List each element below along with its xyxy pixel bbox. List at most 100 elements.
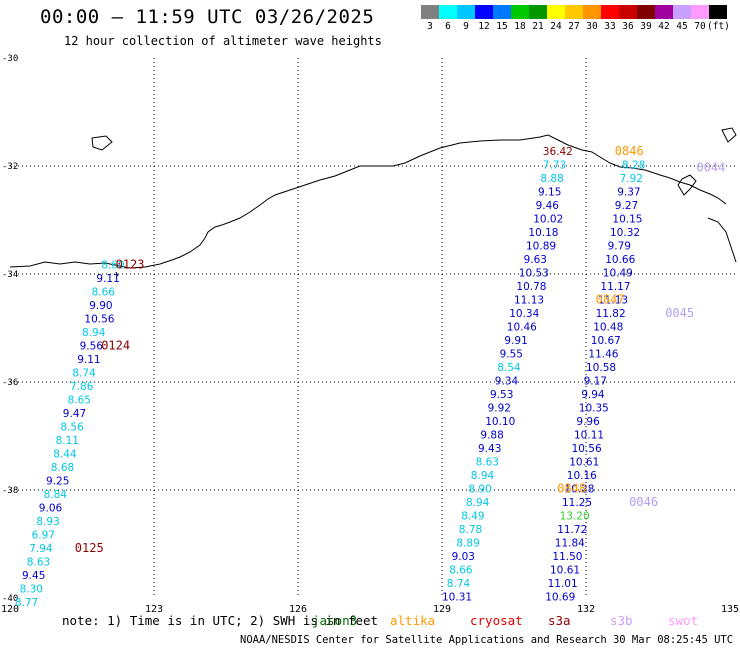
wave-height-value: 11.01 [548,578,578,590]
wave-height-value: 11.72 [557,524,587,536]
wave-height-value: 7.86 [70,381,94,393]
wave-height-value: 8.74 [72,368,96,380]
colorbar-swatch [655,5,673,19]
page-subtitle: 12 hour collection of altimeter wave hei… [64,34,382,48]
wave-height-value: 8.49 [461,511,484,523]
wave-height-value: 10.16 [567,470,597,482]
colorbar-swatch [637,5,655,19]
wave-height-value: 10.46 [507,322,537,334]
colorbar-swatch [565,5,583,19]
colorbar-swatch [457,5,475,19]
wave-height-value: 9.06 [39,503,63,515]
lat-tick-label: -32 [2,162,18,172]
wave-height-value: 8.54 [497,362,521,374]
note-prefix: note: 1) Time is in UTC; 2) SWH is in fe… [62,613,379,628]
lat-tick-label: -36 [2,378,18,388]
wave-height-value: 10.49 [603,268,633,280]
colorbar-swatch [547,5,565,19]
wave-height-value: 8.89 [456,538,479,550]
pass-time-label: 0045 [665,306,694,320]
wave-height-value: 10.18 [528,227,558,239]
colorbar-label: 24 [550,21,562,32]
colorbar-swatch [583,5,601,19]
wave-height-value: 36.42 [543,146,573,158]
wave-height-value: 9.47 [63,408,86,420]
wave-height-value: 9.34 [495,376,519,388]
lat-lon-grid: 120 123 126 129 132 135 -30 -32 -34 -36 -38 -40 [1,54,739,615]
lat-tick-label: -34 [2,270,18,280]
wave-height-value: 8.63 [27,557,50,569]
wave-height-value: 10.32 [610,227,640,239]
wave-height-value: 8.90 [468,484,491,496]
colorbar-swatch [619,5,637,19]
wave-height-value: 10.69 [545,592,575,604]
satellite-legend-cryosat: cryosat [470,613,523,628]
wave-height-value: 10.56 [84,314,114,326]
south-australia-coastline [9,127,737,277]
wave-height-value: 8.66 [92,287,116,299]
satellite-tracks: 8.609.118.669.9010.568.949.569.118.747.8… [15,146,646,609]
colorbar-label: 39 [640,21,652,32]
wave-height-value: 9.46 [536,200,560,212]
satellite-legend-s3a: s3a [548,613,571,628]
colorbar-label: 6 [445,21,451,32]
colorbar-label: 21 [532,21,544,32]
wave-height-value: 9.96 [576,416,600,428]
pass-time-label: 0124 [101,339,130,353]
wave-height-value: 8.11 [56,435,79,447]
wave-height-value: 8.84 [44,489,68,501]
colorbar-label: 45 [676,21,688,32]
wave-height-value: 9.11 [96,273,119,285]
colorbar-label: 70 [694,21,706,32]
wave-height-value: 11.13 [598,295,628,307]
wave-height-value: 9.11 [77,354,100,366]
colorbar-label: 33 [604,21,616,32]
wave-height-value: 10.58 [586,362,616,374]
colorbar-swatch [421,5,439,19]
colorbar-label: 12 [478,21,490,32]
wave-height-value: 8.56 [60,422,84,434]
wave-height-value: 11.84 [555,538,585,550]
colorbar-label: 18 [514,21,526,32]
wave-height-value: 10.89 [526,241,556,253]
wave-height-value: 10.28 [564,484,594,496]
satellite-legend-altika: altika [390,613,436,628]
wave-height-value: 7.92 [620,173,643,185]
lon-tick-label: 135 [721,604,739,615]
colorbar-swatch [439,5,457,19]
wave-height-value: 9.15 [538,187,561,199]
wave-height-value: 8.65 [68,395,91,407]
wave-height-value: 9.43 [478,443,501,455]
wave-height-colorbar [421,5,727,19]
pass-time-label: 0044 [696,160,725,174]
wave-height-value: 9.92 [488,403,511,415]
wave-height-value: 6.97 [32,530,55,542]
wave-height-value: 9.88 [480,430,503,442]
wave-height-value: 10.67 [591,335,621,347]
satellite-legend-swot: swot [668,613,699,628]
wave-height-value: 10.35 [579,403,609,415]
pass-time-label: 0847 [596,293,625,307]
colorbar-label: (ft) [707,21,730,32]
wave-height-value: 9.37 [617,187,640,199]
colorbar-label: 9 [463,21,469,32]
colorbar-label: 15 [496,21,508,32]
wave-height-value: 11.13 [514,295,544,307]
wave-height-value: 8.94 [82,327,106,339]
wave-height-value: 10.31 [442,592,472,604]
colorbar-swatch [691,5,709,19]
lat-tick-label: -40 [2,594,18,604]
lon-tick-label: 126 [289,604,307,615]
colorbar-swatch [673,5,691,19]
note-text: note: 1) Time is in UTC; 2) SWH is in fe… [62,613,378,628]
wave-height-value: 9.55 [500,349,523,361]
colorbar-swatch [601,5,619,19]
pass-time-labels: 0123 0124 0125 0846 0847 0848 0044 0045 0046 [75,144,726,555]
colorbar-label: 42 [658,21,670,32]
wave-height-value: 8.30 [20,584,43,596]
lon-tick-label: 123 [145,604,163,615]
wave-height-value: 10.53 [519,268,549,280]
wave-height-value: 11.50 [552,551,582,563]
wave-height-value: 9.90 [89,300,112,312]
wave-height-value: 9.63 [524,254,547,266]
